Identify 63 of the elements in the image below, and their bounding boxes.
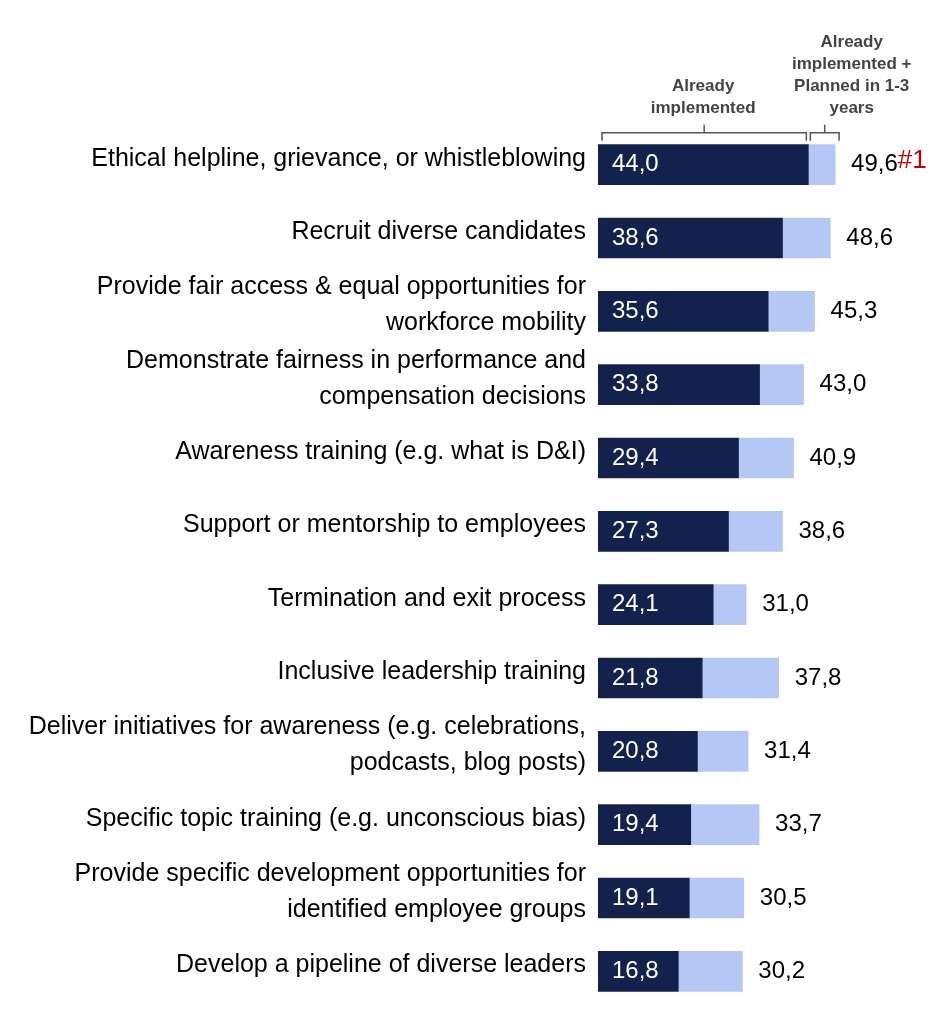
bar xyxy=(701,657,780,699)
bar xyxy=(738,437,794,479)
data-label: 33,8 xyxy=(612,369,659,397)
bar xyxy=(598,217,783,259)
bar xyxy=(688,877,745,919)
total-label: 30,5 xyxy=(759,882,807,910)
total-label: 48,6 xyxy=(846,222,894,250)
bar xyxy=(598,951,679,992)
y-tick-label: Provide fair access & equal opportunities for workforce mobility xyxy=(96,271,587,336)
y-tick-label: Provide specific development opportunities for identified employee groups xyxy=(74,857,586,922)
total-label: 33,7 xyxy=(775,809,822,837)
y-tick-label: Develop a pipeline of diverse leaders xyxy=(176,949,586,978)
total-label: 37,8 xyxy=(794,662,842,690)
data-label: 24,1 xyxy=(612,589,659,617)
total-label: 38,6 xyxy=(798,515,846,543)
bar xyxy=(697,731,749,772)
bar xyxy=(807,144,836,185)
y-tick-label: Demonstrate fairness in performance and compensation decisions xyxy=(126,344,586,409)
y-tick-label: Recruit diverse candidates xyxy=(291,215,586,244)
data-label: 38,6 xyxy=(612,222,659,250)
total-label: 31,4 xyxy=(764,735,811,763)
bar xyxy=(598,877,690,919)
data-label: 16,8 xyxy=(612,955,659,983)
total-label: 45,3 xyxy=(830,295,878,323)
bar xyxy=(767,291,815,332)
y-tick-label: Support or mentorship to employees xyxy=(183,509,586,538)
series-label: Already implemented xyxy=(650,75,756,117)
data-label: 27,3 xyxy=(612,515,659,543)
bar xyxy=(759,364,804,405)
bar xyxy=(598,511,729,552)
total-label: 31,0 xyxy=(762,589,809,617)
y-tick-label: Awareness training (e.g. what is D&I) xyxy=(175,435,586,464)
bar xyxy=(712,584,747,625)
total-label: 43,0 xyxy=(819,369,867,397)
bar xyxy=(677,951,743,992)
bar xyxy=(598,291,769,332)
bar xyxy=(782,217,831,259)
bar xyxy=(690,804,760,845)
bar xyxy=(598,584,714,625)
total-label: 30,2 xyxy=(758,955,806,983)
bar xyxy=(598,731,698,772)
y-tick-label: Inclusive leadership training xyxy=(277,655,586,684)
annotation: #1 xyxy=(897,143,927,174)
data-label: 19,1 xyxy=(612,882,659,910)
bar xyxy=(598,657,703,699)
y-tick-label: Deliver initiatives for awareness (e.g. celebrations, podcasts, blog posts) xyxy=(28,711,586,776)
data-label: 29,4 xyxy=(612,442,659,470)
data-label: 44,0 xyxy=(612,149,659,177)
series-label: Already implemented + Planned in 1-3 years xyxy=(791,31,912,117)
bar xyxy=(598,804,692,845)
total-label: 49,6 xyxy=(851,149,898,177)
y-tick-label: Termination and exit process xyxy=(267,582,586,611)
total-label: 40,9 xyxy=(809,442,857,470)
y-tick-label: Specific topic training (e.g. unconscious bias) xyxy=(85,802,586,831)
y-tick-label: Ethical helpline, grievance, or whistleblowing xyxy=(91,142,586,171)
bar xyxy=(598,364,760,405)
data-label: 19,4 xyxy=(612,809,659,837)
data-label: 21,8 xyxy=(612,662,659,690)
bar xyxy=(728,511,783,552)
data-label: 20,8 xyxy=(612,735,659,763)
data-label: 35,6 xyxy=(612,295,659,323)
bar xyxy=(598,437,739,479)
bar xyxy=(598,144,809,185)
